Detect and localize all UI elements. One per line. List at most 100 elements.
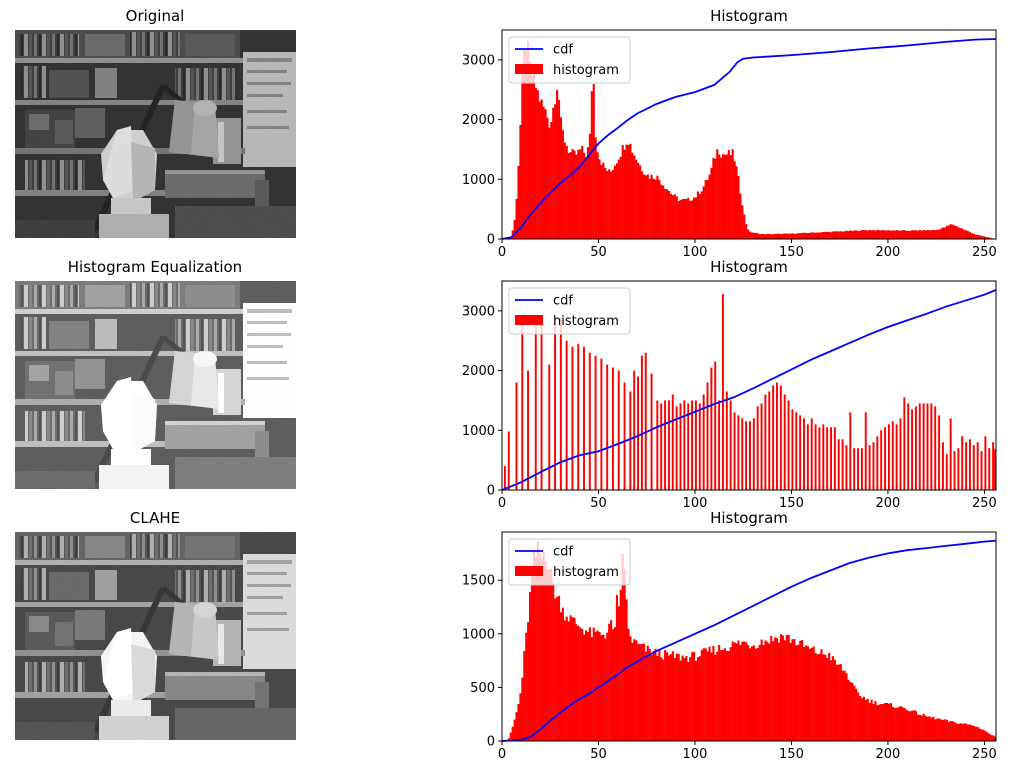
histogram-bar xyxy=(548,127,551,239)
histogram-bar xyxy=(507,431,510,490)
histogram-bar xyxy=(750,646,754,741)
histogram-bar xyxy=(581,628,584,741)
histogram-bar xyxy=(679,660,682,741)
histogram-bar xyxy=(718,400,721,490)
histogram-bar xyxy=(691,400,694,490)
histogram-bar xyxy=(974,726,977,741)
image-panel-original: Original xyxy=(15,7,296,238)
histogram-bar xyxy=(741,418,744,490)
histogram-bar xyxy=(845,673,848,741)
histogram-bar xyxy=(878,230,881,239)
histogram-bar xyxy=(853,230,856,239)
histogram-bar xyxy=(739,645,742,741)
histogram-bar xyxy=(814,653,817,741)
legend: cdf histogram xyxy=(508,287,631,335)
histogram-bar xyxy=(733,161,736,239)
histogram-bar xyxy=(536,90,539,239)
x-tick-label: 50 xyxy=(590,747,607,762)
histogram-bar xyxy=(583,346,585,490)
histogram-bar xyxy=(602,634,605,741)
histogram-bar xyxy=(511,726,514,741)
histogram-bar xyxy=(525,50,528,240)
cdf-line xyxy=(501,289,997,491)
cdf-line xyxy=(501,38,997,240)
histogram-bar xyxy=(517,703,520,741)
histogram-bar xyxy=(623,149,626,239)
histogram-bar xyxy=(791,409,794,490)
histogram-bar xyxy=(747,644,750,741)
histogram-bars xyxy=(507,541,997,741)
histogram-bar xyxy=(590,91,593,239)
histogram-bar xyxy=(556,596,559,741)
histogram-bar xyxy=(907,710,910,741)
histogram-bar xyxy=(660,403,663,490)
histogram-bar xyxy=(891,421,894,490)
histogram-bar xyxy=(837,231,840,239)
histogram-bar xyxy=(542,106,545,239)
histogram-bar xyxy=(527,41,530,239)
histogram-bar xyxy=(779,634,783,741)
histogram-bar xyxy=(897,707,900,741)
histogram-bar xyxy=(702,394,705,490)
histogram-bar xyxy=(536,541,539,741)
histogram-bar xyxy=(588,627,591,741)
histogram-bar xyxy=(918,714,921,741)
histogram-bar xyxy=(862,696,865,741)
histogram-bar xyxy=(642,174,645,239)
histogram-bar xyxy=(843,231,846,239)
histogram-bar xyxy=(770,635,773,741)
histogram-bar xyxy=(561,607,564,741)
histogram-bar xyxy=(774,233,777,239)
histogram-bar xyxy=(704,648,707,741)
histogram-bar xyxy=(886,703,889,741)
histogram-bar xyxy=(532,551,536,741)
histogram-bar xyxy=(899,705,902,741)
histogram-bar xyxy=(972,725,975,741)
histogram-bar xyxy=(812,646,815,741)
histogram-bar xyxy=(893,230,896,239)
histogram-bar xyxy=(793,233,796,239)
histogram-bar xyxy=(610,171,613,239)
histogram-bar xyxy=(934,406,937,490)
histogram-bar xyxy=(704,179,707,239)
histogram-bar xyxy=(945,226,948,239)
histogram-bar xyxy=(830,232,833,239)
histogram-bar xyxy=(882,703,885,741)
histogram-bar xyxy=(992,442,995,490)
histogram-bar xyxy=(903,707,906,741)
histogram-bar xyxy=(795,645,798,741)
histogram-bar xyxy=(909,711,912,741)
histogram-bar xyxy=(752,418,755,490)
histogram-bar xyxy=(785,233,788,239)
histogram-bar xyxy=(808,232,811,239)
histogram-bar xyxy=(749,648,752,741)
histogram-bar xyxy=(833,427,836,490)
histogram-bar xyxy=(550,568,553,741)
histogram-bar xyxy=(557,100,561,240)
image-panel-equalized: Histogram Equalization xyxy=(15,258,296,489)
histogram-bar xyxy=(575,624,578,741)
histogram-bar xyxy=(828,652,831,741)
histogram-bar xyxy=(972,445,975,490)
histogram-bar xyxy=(646,645,649,741)
histogram-bar xyxy=(577,149,580,239)
histogram-bar xyxy=(696,191,700,239)
histogram-bar xyxy=(849,230,852,239)
histogram-bar xyxy=(841,231,844,239)
histogram-bar xyxy=(880,230,883,239)
histogram-bar xyxy=(633,370,636,490)
histogram-bar xyxy=(583,634,586,741)
histogram-bar xyxy=(667,400,670,490)
histogram-bar xyxy=(949,721,952,741)
x-tick-label: 250 xyxy=(972,496,997,511)
histogram-bar xyxy=(810,647,813,741)
histogram-bar xyxy=(858,230,862,239)
histogram-bar xyxy=(660,184,663,239)
histogram-bar xyxy=(671,195,674,239)
histogram-bar xyxy=(644,175,647,239)
axes-frame xyxy=(501,531,997,742)
histogram-bar xyxy=(976,234,979,239)
histogram-bar xyxy=(565,616,568,741)
histogram-bar xyxy=(696,657,700,741)
histogram-bar xyxy=(693,651,696,741)
